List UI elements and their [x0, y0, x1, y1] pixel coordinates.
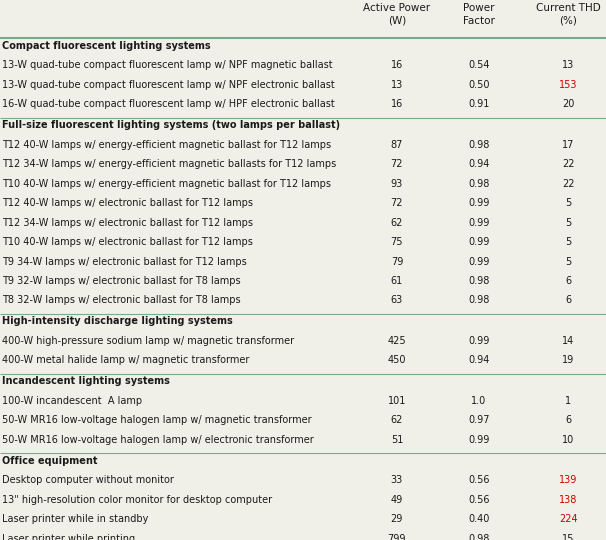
Text: 49: 49 — [391, 495, 403, 505]
Text: 16: 16 — [391, 60, 403, 71]
Text: 33: 33 — [391, 475, 403, 485]
Text: 62: 62 — [391, 218, 403, 228]
Text: T8 32-W lamps w/ electronic ballast for T8 lamps: T8 32-W lamps w/ electronic ballast for … — [2, 295, 241, 306]
Text: 0.40: 0.40 — [468, 514, 490, 524]
Text: Incandescent lighting systems: Incandescent lighting systems — [2, 376, 170, 387]
Text: Laser printer while in standby: Laser printer while in standby — [2, 514, 148, 524]
Text: T12 34-W lamps w/ energy-efficient magnetic ballasts for T12 lamps: T12 34-W lamps w/ energy-efficient magne… — [2, 159, 336, 170]
Text: 6: 6 — [565, 415, 571, 426]
Text: Office equipment: Office equipment — [2, 456, 98, 466]
Text: T12 40-W lamps w/ energy-efficient magnetic ballast for T12 lamps: T12 40-W lamps w/ energy-efficient magne… — [2, 140, 331, 150]
Text: 1.0: 1.0 — [471, 396, 487, 406]
Text: High-intensity discharge lighting systems: High-intensity discharge lighting system… — [2, 316, 233, 327]
Text: 61: 61 — [391, 276, 403, 286]
Text: 425: 425 — [388, 336, 406, 346]
Text: 29: 29 — [391, 514, 403, 524]
Text: 16-W quad-tube compact fluorescent lamp w/ HPF electronic ballast: 16-W quad-tube compact fluorescent lamp … — [2, 99, 335, 110]
Text: 19: 19 — [562, 355, 574, 366]
Text: 6: 6 — [565, 295, 571, 306]
Text: 153: 153 — [559, 80, 578, 90]
Text: 5: 5 — [565, 256, 571, 267]
Text: 0.91: 0.91 — [468, 99, 490, 110]
Text: 0.97: 0.97 — [468, 415, 490, 426]
Text: 0.99: 0.99 — [468, 435, 490, 445]
Text: 51: 51 — [391, 435, 403, 445]
Text: 62: 62 — [391, 415, 403, 426]
Text: 400-W metal halide lamp w/ magnetic transformer: 400-W metal halide lamp w/ magnetic tran… — [2, 355, 249, 366]
Text: T9 34-W lamps w/ electronic ballast for T12 lamps: T9 34-W lamps w/ electronic ballast for … — [2, 256, 247, 267]
Text: 72: 72 — [391, 159, 403, 170]
Text: 0.99: 0.99 — [468, 237, 490, 247]
Text: T12 34-W lamps w/ electronic ballast for T12 lamps: T12 34-W lamps w/ electronic ballast for… — [2, 218, 253, 228]
Text: 0.98: 0.98 — [468, 140, 490, 150]
Text: T12 40-W lamps w/ electronic ballast for T12 lamps: T12 40-W lamps w/ electronic ballast for… — [2, 198, 253, 208]
Text: 75: 75 — [391, 237, 403, 247]
Text: 0.99: 0.99 — [468, 198, 490, 208]
Text: 0.56: 0.56 — [468, 495, 490, 505]
Text: 0.98: 0.98 — [468, 534, 490, 540]
Text: 20: 20 — [562, 99, 574, 110]
Text: Full-size fluorescent lighting systems (two lamps per ballast): Full-size fluorescent lighting systems (… — [2, 120, 340, 131]
Text: Active Power
(W): Active Power (W) — [364, 3, 430, 25]
Text: 0.98: 0.98 — [468, 295, 490, 306]
Text: 13: 13 — [391, 80, 403, 90]
Text: 0.99: 0.99 — [468, 256, 490, 267]
Text: 0.94: 0.94 — [468, 159, 490, 170]
Text: Laser printer while printing: Laser printer while printing — [2, 534, 135, 540]
Text: 799: 799 — [388, 534, 406, 540]
Text: 17: 17 — [562, 140, 574, 150]
Text: 79: 79 — [391, 256, 403, 267]
Text: 63: 63 — [391, 295, 403, 306]
Text: Current THD
(%): Current THD (%) — [536, 3, 601, 25]
Text: 224: 224 — [559, 514, 578, 524]
Text: 0.99: 0.99 — [468, 336, 490, 346]
Text: 14: 14 — [562, 336, 574, 346]
Text: Desktop computer without monitor: Desktop computer without monitor — [2, 475, 174, 485]
Text: 101: 101 — [388, 396, 406, 406]
Text: 0.56: 0.56 — [468, 475, 490, 485]
Text: 13-W quad-tube compact fluorescent lamp w/ NPF electronic ballast: 13-W quad-tube compact fluorescent lamp … — [2, 80, 335, 90]
Text: 72: 72 — [391, 198, 403, 208]
Text: 0.98: 0.98 — [468, 179, 490, 189]
Text: 87: 87 — [391, 140, 403, 150]
Text: 0.94: 0.94 — [468, 355, 490, 366]
Text: 0.54: 0.54 — [468, 60, 490, 71]
Text: 15: 15 — [562, 534, 574, 540]
Text: Power
Factor: Power Factor — [463, 3, 494, 25]
Text: Compact fluorescent lighting systems: Compact fluorescent lighting systems — [2, 41, 210, 51]
Text: 13: 13 — [562, 60, 574, 71]
Text: 10: 10 — [562, 435, 574, 445]
Text: T10 40-W lamps w/ energy-efficient magnetic ballast for T12 lamps: T10 40-W lamps w/ energy-efficient magne… — [2, 179, 331, 189]
Text: 0.99: 0.99 — [468, 218, 490, 228]
Text: T10 40-W lamps w/ electronic ballast for T12 lamps: T10 40-W lamps w/ electronic ballast for… — [2, 237, 253, 247]
Text: 50-W MR16 low-voltage halogen lamp w/ magnetic transformer: 50-W MR16 low-voltage halogen lamp w/ ma… — [2, 415, 311, 426]
Text: 22: 22 — [562, 159, 574, 170]
Text: 13-W quad-tube compact fluorescent lamp w/ NPF magnetic ballast: 13-W quad-tube compact fluorescent lamp … — [2, 60, 333, 71]
Text: 50-W MR16 low-voltage halogen lamp w/ electronic transformer: 50-W MR16 low-voltage halogen lamp w/ el… — [2, 435, 313, 445]
Text: 100-W incandescent  A lamp: 100-W incandescent A lamp — [2, 396, 142, 406]
Text: 5: 5 — [565, 218, 571, 228]
Text: 5: 5 — [565, 198, 571, 208]
Text: 93: 93 — [391, 179, 403, 189]
Text: 1: 1 — [565, 396, 571, 406]
Text: 0.50: 0.50 — [468, 80, 490, 90]
Text: 400-W high-pressure sodium lamp w/ magnetic transformer: 400-W high-pressure sodium lamp w/ magne… — [2, 336, 294, 346]
Text: 139: 139 — [559, 475, 578, 485]
Text: 13" high-resolution color monitor for desktop computer: 13" high-resolution color monitor for de… — [2, 495, 272, 505]
Text: 22: 22 — [562, 179, 574, 189]
Text: T9 32-W lamps w/ electronic ballast for T8 lamps: T9 32-W lamps w/ electronic ballast for … — [2, 276, 241, 286]
Text: 138: 138 — [559, 495, 578, 505]
Text: 450: 450 — [388, 355, 406, 366]
Text: 16: 16 — [391, 99, 403, 110]
Text: 6: 6 — [565, 276, 571, 286]
Text: 5: 5 — [565, 237, 571, 247]
Text: 0.98: 0.98 — [468, 276, 490, 286]
